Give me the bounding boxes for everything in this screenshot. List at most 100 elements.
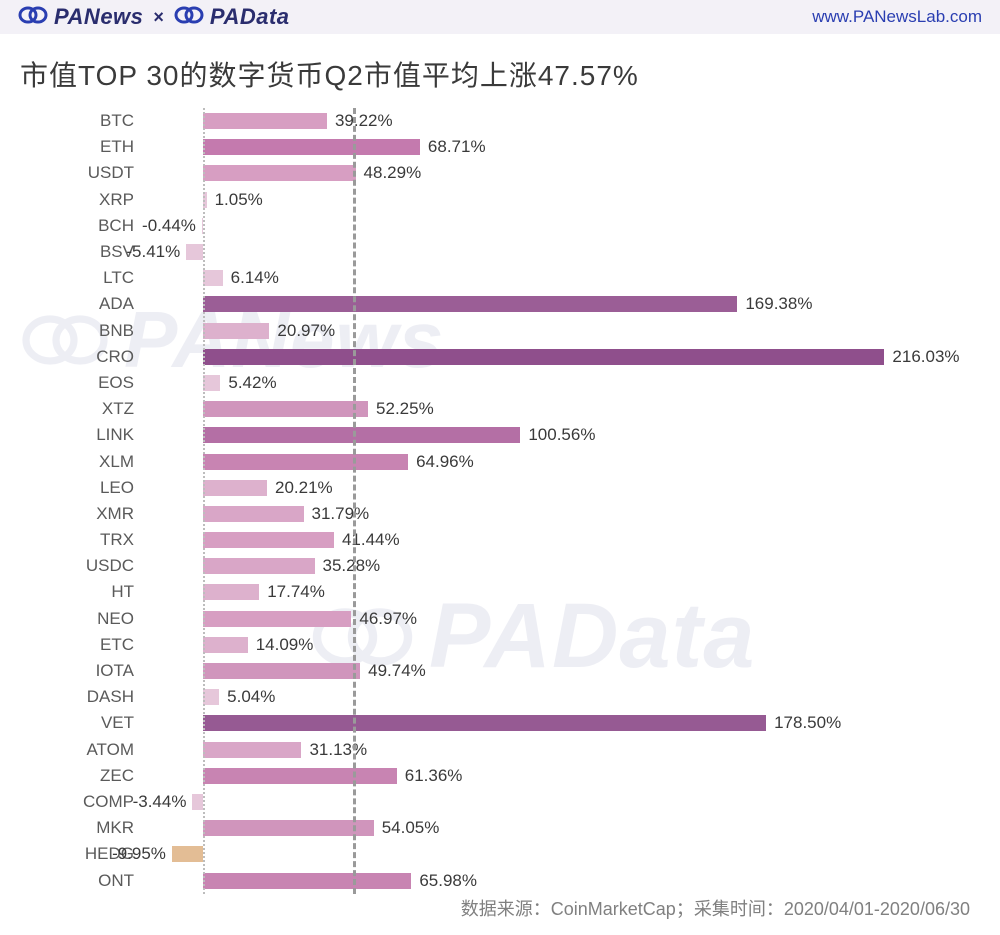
plot-area: 48.29% (156, 160, 960, 186)
bar-row: HT17.74% (24, 579, 960, 605)
value-label: 49.74% (368, 661, 426, 681)
bar-row: XMR31.79% (24, 501, 960, 527)
bar-row: NEO46.97% (24, 606, 960, 632)
bar (203, 663, 360, 679)
plot-area: 49.74% (156, 658, 960, 684)
bar-row: BSV-5.41% (24, 239, 960, 265)
value-label: 20.21% (275, 478, 333, 498)
brand-panews: PANews (18, 4, 143, 30)
link-icon (174, 5, 204, 30)
value-label: -0.44% (142, 216, 196, 236)
bar (203, 637, 247, 653)
brand-padata-text: PAData (210, 4, 290, 30)
bar (172, 846, 203, 862)
bar-row: ETH68.71% (24, 134, 960, 160)
brand-group: PANews × PAData (18, 4, 290, 30)
plot-area: 68.71% (156, 134, 960, 160)
bar (203, 401, 368, 417)
category-label: LEO (24, 478, 156, 498)
brand-separator: × (153, 7, 164, 28)
value-label: 39.22% (335, 111, 393, 131)
category-label: ZEC (24, 766, 156, 786)
value-label: 31.13% (309, 740, 367, 760)
plot-area: 216.03% (156, 344, 960, 370)
plot-area: 52.25% (156, 396, 960, 422)
bar (203, 296, 737, 312)
bar (203, 689, 219, 705)
value-label: 31.79% (312, 504, 370, 524)
plot-area: 46.97% (156, 606, 960, 632)
value-label: -5.41% (126, 242, 180, 262)
value-label: 5.42% (228, 373, 276, 393)
plot-area: 20.97% (156, 318, 960, 344)
category-label: XLM (24, 452, 156, 472)
plot-area: 41.44% (156, 527, 960, 553)
bar-row: EOS5.42% (24, 370, 960, 396)
bar (203, 375, 220, 391)
bar-row: MKR54.05% (24, 815, 960, 841)
chart-title: 市值TOP 30的数字货币Q2市值平均上涨47.57% (0, 34, 1000, 104)
bar-row: ETC14.09% (24, 632, 960, 658)
link-icon (18, 5, 48, 30)
bar-row: VET178.50% (24, 710, 960, 736)
value-label: 100.56% (528, 425, 595, 445)
brand-padata: PAData (174, 4, 290, 30)
bar (192, 794, 203, 810)
header-link[interactable]: www.PANewsLab.com (812, 7, 982, 27)
value-label: 35.28% (323, 556, 381, 576)
bar (203, 742, 301, 758)
plot-area: 39.22% (156, 108, 960, 134)
value-label: 216.03% (892, 347, 959, 367)
category-label: IOTA (24, 661, 156, 681)
bar (202, 218, 203, 234)
plot-area: 31.79% (156, 501, 960, 527)
bar-row: COMP-3.44% (24, 789, 960, 815)
plot-area: 169.38% (156, 291, 960, 317)
category-label: BTC (24, 111, 156, 131)
bar-row: XRP1.05% (24, 187, 960, 213)
bar-row: USDC35.28% (24, 553, 960, 579)
value-label: 68.71% (428, 137, 486, 157)
plot-area: 178.50% (156, 710, 960, 736)
category-label: HT (24, 582, 156, 602)
bar (203, 506, 303, 522)
bar (203, 454, 408, 470)
category-label: BNB (24, 321, 156, 341)
category-label: TRX (24, 530, 156, 550)
value-label: 169.38% (745, 294, 812, 314)
bar-row: IOTA 49.74% (24, 658, 960, 684)
bar-row: LEO 20.21% (24, 475, 960, 501)
value-label: -9.95% (112, 844, 166, 864)
category-label: ONT (24, 871, 156, 891)
bar (203, 873, 411, 889)
plot-area: 61.36% (156, 763, 960, 789)
category-label: CRO (24, 347, 156, 367)
plot-area: -3.44% (156, 789, 960, 815)
bar (186, 244, 203, 260)
bar (203, 715, 766, 731)
value-label: 54.05% (382, 818, 440, 838)
bar (203, 532, 334, 548)
brand-panews-text: PANews (54, 4, 143, 30)
category-label: VET (24, 713, 156, 733)
category-label: ETC (24, 635, 156, 655)
plot-area: 100.56% (156, 422, 960, 448)
bar-row: BTC 39.22% (24, 108, 960, 134)
plot-area: -0.44% (156, 213, 960, 239)
data-source-footer: 数据来源：CoinMarketCap；采集时间：2020/04/01-2020/… (461, 895, 970, 921)
value-label: 5.04% (227, 687, 275, 707)
value-label: 52.25% (376, 399, 434, 419)
value-label: 65.98% (419, 871, 477, 891)
value-label: 41.44% (342, 530, 400, 550)
plot-area: 6.14% (156, 265, 960, 291)
plot-area: 65.98% (156, 867, 960, 893)
bar (203, 349, 884, 365)
category-label: XRP (24, 190, 156, 210)
category-label: USDT (24, 163, 156, 183)
bar-row: HEDG-9.95% (24, 841, 960, 867)
plot-area: 14.09% (156, 632, 960, 658)
value-label: 61.36% (405, 766, 463, 786)
plot-area: 5.42% (156, 370, 960, 396)
bar-row: USDT48.29% (24, 160, 960, 186)
bar-row: ONT 65.98% (24, 867, 960, 893)
